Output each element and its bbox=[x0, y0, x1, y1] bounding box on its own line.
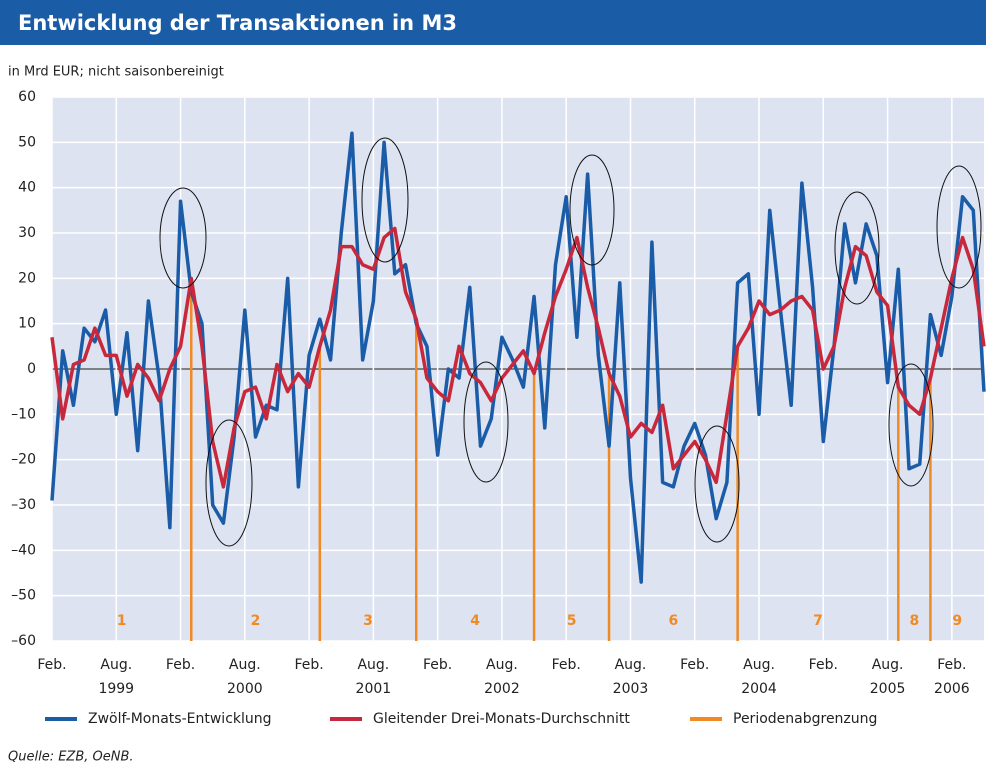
x-tick-label: Aug. bbox=[357, 657, 389, 673]
x-tick-year: 2001 bbox=[356, 681, 392, 697]
period-label: 4 bbox=[470, 613, 480, 629]
y-tick-label: –40 bbox=[11, 542, 36, 558]
y-tick-label: –60 bbox=[11, 633, 36, 649]
y-tick-label: 60 bbox=[18, 89, 36, 105]
x-tick-label: Aug. bbox=[486, 657, 518, 673]
legend-label: Zwölf-Monats-Entwicklung bbox=[88, 711, 272, 727]
legend-label: Gleitender Drei-Monats-Durchschnitt bbox=[373, 711, 630, 727]
y-tick-label: 10 bbox=[18, 316, 36, 332]
highlight-ellipse bbox=[205, 419, 253, 547]
y-tick-label: 0 bbox=[27, 361, 36, 377]
highlight-ellipse bbox=[834, 191, 880, 305]
x-tick-label: Aug. bbox=[100, 657, 132, 673]
series-line bbox=[50, 131, 986, 584]
x-tick-label: Feb. bbox=[937, 657, 966, 673]
x-tick-label: Aug. bbox=[872, 657, 904, 673]
x-tick-label: Feb. bbox=[552, 657, 581, 673]
y-tick-label: 30 bbox=[18, 225, 36, 241]
highlight-ellipse bbox=[888, 363, 934, 487]
y-tick-label: –10 bbox=[11, 406, 36, 422]
x-tick-year: 2003 bbox=[613, 681, 649, 697]
x-tick-year: 2004 bbox=[741, 681, 777, 697]
x-tick-label: Feb. bbox=[37, 657, 66, 673]
y-tick-label: –50 bbox=[11, 588, 36, 604]
x-tick-year: 2005 bbox=[870, 681, 906, 697]
highlight-ellipse bbox=[936, 165, 982, 289]
period-label: 8 bbox=[909, 613, 919, 629]
period-label: 6 bbox=[668, 613, 678, 629]
x-tick-year: 1999 bbox=[98, 681, 134, 697]
period-label: 5 bbox=[567, 613, 577, 629]
y-tick-label: 50 bbox=[18, 134, 36, 150]
x-tick-year: 2002 bbox=[484, 681, 520, 697]
highlight-ellipse bbox=[159, 187, 207, 289]
period-label: 9 bbox=[952, 613, 962, 629]
x-tick-year: 2000 bbox=[227, 681, 263, 697]
highlight-ellipse bbox=[569, 154, 615, 266]
highlight-ellipse bbox=[694, 425, 740, 543]
title-bar bbox=[0, 0, 986, 45]
x-tick-label: Feb. bbox=[809, 657, 838, 673]
period-label: 7 bbox=[813, 613, 823, 629]
x-tick-label: Aug. bbox=[615, 657, 647, 673]
x-tick-label: Feb. bbox=[166, 657, 195, 673]
x-tick-year: 2006 bbox=[934, 681, 970, 697]
period-label: 1 bbox=[117, 613, 127, 629]
annotations bbox=[159, 137, 982, 547]
source: Quelle: EZB, OeNB. bbox=[8, 750, 134, 765]
x-tick-label: Aug. bbox=[229, 657, 261, 673]
period-label: 3 bbox=[363, 613, 373, 629]
y-tick-label: 20 bbox=[18, 270, 36, 286]
y-tick-label: –30 bbox=[11, 497, 36, 513]
highlight-ellipse bbox=[361, 137, 409, 263]
x-tick-label: Feb. bbox=[423, 657, 452, 673]
period-label: 2 bbox=[251, 613, 261, 629]
x-tick-label: Feb. bbox=[680, 657, 709, 673]
series-line bbox=[50, 226, 986, 489]
chart-title: Entwicklung der Transaktionen in M3 bbox=[18, 11, 457, 35]
x-tick-label: Feb. bbox=[294, 657, 323, 673]
legend-label: Periodenabgrenzung bbox=[733, 711, 877, 727]
subtitle: in Mrd EUR; nicht saisonbereinigt bbox=[8, 65, 224, 80]
x-tick-label: Aug. bbox=[743, 657, 775, 673]
y-tick-label: –20 bbox=[11, 452, 36, 468]
y-tick-label: 40 bbox=[18, 180, 36, 196]
highlight-ellipse bbox=[463, 361, 509, 483]
